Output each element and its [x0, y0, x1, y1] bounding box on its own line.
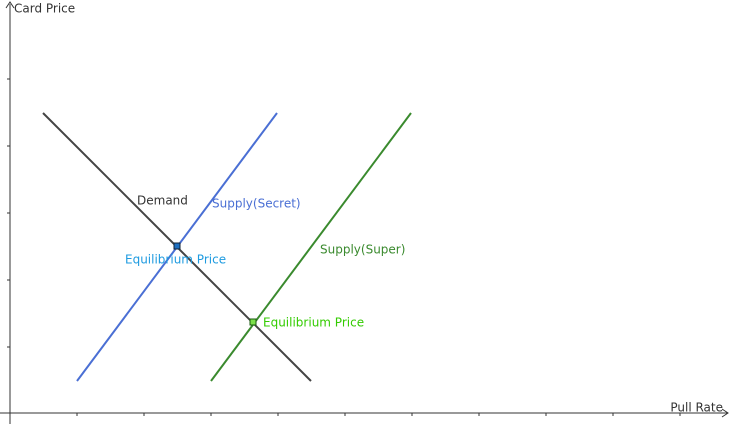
x-axis-arrow [721, 408, 729, 418]
equilibrium-point [173, 242, 181, 250]
y-axis-arrow [5, 1, 15, 9]
equilibrium-point [249, 318, 257, 326]
x-ticks [76, 413, 681, 416]
x-axis-label: Pull Rate [670, 401, 723, 415]
y-ticks [7, 78, 10, 348]
supply-super-line [210, 112, 412, 382]
curve-label: Supply(Super) [320, 243, 405, 257]
point-label: Equilibrium Price [263, 316, 364, 330]
curve-label: Supply(Secret) [212, 197, 301, 211]
y-axis-label: Card Price [14, 2, 75, 16]
point-label: Equilibrium Price [125, 253, 226, 267]
curve-label: Demand [137, 194, 188, 208]
